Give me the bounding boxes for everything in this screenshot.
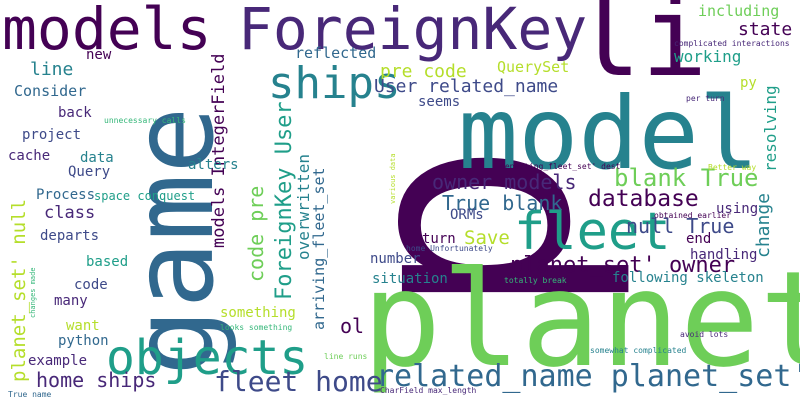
word-cloud-term: new bbox=[86, 47, 112, 63]
word-cloud-term: working bbox=[674, 47, 742, 66]
word-cloud-term: models bbox=[2, 0, 212, 63]
word-cloud-term: based bbox=[86, 254, 129, 270]
word-cloud-term: related_name planet_set' bbox=[376, 359, 800, 394]
word-cloud-term: python bbox=[58, 333, 109, 349]
word-cloud-term: pre code bbox=[380, 61, 467, 82]
word-cloud-term: data bbox=[80, 150, 114, 166]
word-cloud-term: alters bbox=[188, 157, 239, 173]
word-cloud-term: owner models bbox=[432, 170, 577, 194]
word-cloud-term: database bbox=[588, 186, 699, 212]
word-cloud-term: Better way bbox=[708, 163, 757, 172]
word-cloud-term: using bbox=[716, 201, 759, 217]
word-cloud-term: models IntegerField bbox=[209, 53, 229, 248]
word-cloud-term: model bbox=[458, 75, 760, 192]
word-cloud-term: unnecessary calls bbox=[104, 116, 186, 125]
word-cloud-term: totally break bbox=[504, 276, 567, 285]
word-cloud-term: planet_set' null bbox=[8, 198, 30, 382]
word-cloud-term: ORMs bbox=[450, 207, 484, 223]
word-cloud-term: reflected bbox=[295, 44, 377, 62]
word-cloud-term: ForeignKey bbox=[238, 0, 588, 63]
word-cloud-term: something bbox=[220, 305, 296, 321]
word-cloud-term: planet_set' owner bbox=[510, 253, 736, 278]
word-cloud-term: Process bbox=[36, 187, 96, 203]
word-cloud-term: ForeignKey User bbox=[272, 101, 297, 300]
word-cloud-term: home ships bbox=[36, 368, 157, 392]
word-cloud-term: objects bbox=[106, 330, 309, 386]
word-cloud-term: class bbox=[44, 203, 96, 223]
word-cloud-term: py bbox=[740, 75, 757, 91]
word-cloud-term: line bbox=[30, 59, 74, 80]
word-cloud-term: obtained earlier bbox=[654, 211, 732, 220]
word-cloud-term: turn bbox=[422, 231, 456, 247]
word-cloud-term: line runs bbox=[324, 352, 368, 361]
word-cloud-term: departing_fleet_set' dest bbox=[500, 162, 621, 171]
word-cloud-term: null True bbox=[626, 214, 735, 238]
word-cloud-term: many bbox=[54, 293, 88, 309]
word-cloud-term: fleet home bbox=[214, 365, 383, 398]
word-cloud-term: cache bbox=[8, 148, 51, 164]
word-cloud-term: code bbox=[74, 277, 108, 293]
word-cloud-term: QuerySet bbox=[497, 58, 570, 76]
word-cloud-term: state bbox=[738, 19, 793, 40]
word-cloud-term: avoid lots bbox=[680, 330, 729, 339]
word-cloud-term: situation bbox=[372, 271, 448, 287]
word-cloud-term: example bbox=[28, 353, 88, 369]
word-cloud-term: end bbox=[686, 231, 712, 247]
word-cloud-term: complicated interactions bbox=[674, 39, 790, 48]
word-cloud-term: Consider bbox=[14, 82, 87, 100]
word-cloud-term: ol bbox=[340, 314, 365, 338]
word-cloud-term: including bbox=[698, 2, 780, 20]
word-cloud-term: project bbox=[22, 127, 82, 143]
word-cloud-term: departs bbox=[40, 228, 100, 244]
word-cloud-term: per turn bbox=[686, 94, 725, 103]
word-cloud-term: li bbox=[575, 0, 708, 101]
word-cloud-term: User related_name bbox=[374, 76, 559, 97]
word-cloud-term: various data bbox=[389, 153, 397, 204]
word-cloud-term: CharField max_length bbox=[380, 386, 477, 395]
word-cloud-term: overwritten bbox=[294, 154, 313, 260]
word-cloud-term: True blank bbox=[442, 191, 563, 215]
word-cloud-term: space conquest bbox=[94, 189, 196, 203]
word-cloud-term: resolving bbox=[761, 85, 780, 172]
word-cloud-term: want bbox=[66, 318, 100, 334]
word-cloud-term: somewhat complicated bbox=[590, 346, 687, 355]
word-cloud-term: blank True bbox=[614, 164, 759, 192]
word-cloud-term: Query bbox=[68, 164, 111, 180]
word-cloud-term: changes made bbox=[29, 267, 37, 318]
word-cloud-term: home Unfortunately bbox=[406, 244, 493, 253]
word-cloud-term: following skeleton bbox=[612, 270, 764, 286]
word-cloud-term: seems bbox=[418, 94, 461, 110]
word-cloud-term: back bbox=[58, 105, 92, 121]
word-cloud-term: arriving_fleet_set bbox=[310, 167, 328, 330]
word-cloud-term: handling bbox=[690, 247, 758, 263]
word-cloud-term: code pre bbox=[244, 185, 268, 282]
word-cloud-term: Save bbox=[464, 227, 510, 249]
word-cloud-term: looks something bbox=[220, 323, 293, 332]
word-cloud-term: True name bbox=[8, 390, 52, 399]
word-cloud-term: planet bbox=[362, 243, 800, 397]
word-cloud-term: fleet bbox=[514, 202, 671, 262]
word-cloud-term: number bbox=[370, 251, 421, 267]
word-cloud-term: ships bbox=[268, 58, 401, 109]
